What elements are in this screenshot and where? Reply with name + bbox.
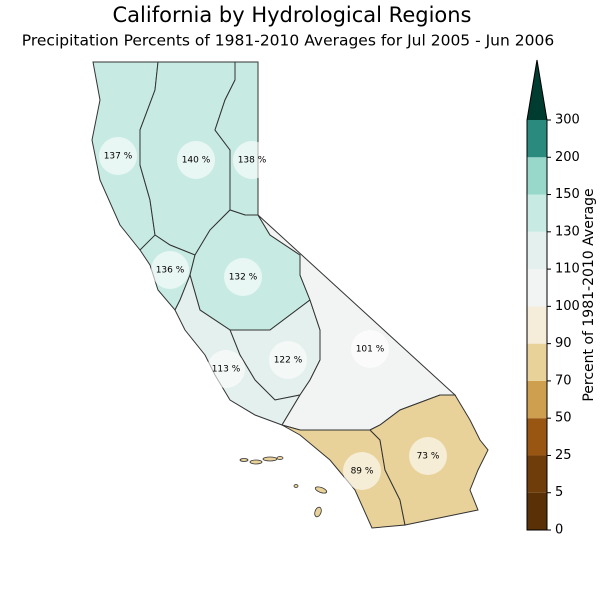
colorbar-tick-label: 50 <box>555 411 572 426</box>
label-halo <box>151 251 189 289</box>
region-value-label: 140 % <box>182 156 211 166</box>
colorbar-segment <box>527 306 547 344</box>
colorbar-extend <box>527 60 547 120</box>
colorbar-segment <box>527 492 547 530</box>
label-halo <box>233 141 271 179</box>
colorbar-tick-label: 110 <box>555 262 580 277</box>
colorbar-segment <box>527 418 547 456</box>
colorbar-tick-label: 130 <box>555 224 580 239</box>
islands <box>239 456 328 518</box>
label-halo <box>343 452 381 490</box>
title: California by Hydrological Regions <box>113 3 472 27</box>
colorbar-segment <box>527 380 547 419</box>
colorbar-outline <box>526 59 548 531</box>
colorbar-segment <box>527 157 547 195</box>
region-value-label: 89 % <box>351 467 374 477</box>
colorbar-tick-label: 5 <box>555 485 563 500</box>
colorbar-segment <box>527 231 547 270</box>
region-value-label: 132 % <box>229 273 258 283</box>
colorbar-tick-label: 70 <box>555 373 572 388</box>
label-halo <box>224 258 262 296</box>
colorbar-tick-label: 150 <box>555 187 580 202</box>
subtitle: Precipitation Percents of 1981-2010 Aver… <box>22 32 554 50</box>
region-value-label: 136 % <box>156 266 185 276</box>
colorbar-tick-label: 90 <box>555 336 572 351</box>
colorbar-segment <box>527 455 547 493</box>
colorbar-label: Percent of 1981-2010 Average <box>581 188 597 401</box>
label-halo <box>177 141 215 179</box>
region-value-label: 137 % <box>104 152 133 162</box>
colorbar-segment <box>527 343 547 381</box>
colorbar-segment <box>527 194 547 232</box>
label-halo <box>351 330 389 368</box>
colorbar-tick-label: 25 <box>555 448 572 463</box>
colorbar-segment <box>527 269 547 307</box>
colorbar-tick-label: 300 <box>555 113 580 128</box>
colorbar-tick-label: 100 <box>555 299 580 314</box>
colorbar-segment <box>527 120 547 158</box>
region-value-label: 73 % <box>417 452 440 462</box>
region-value-label: 101 % <box>356 345 385 355</box>
label-halo <box>409 437 447 475</box>
region-value-label: 113 % <box>212 365 241 375</box>
colorbar-tick-label: 0 <box>555 523 563 538</box>
region-value-label: 122 % <box>274 356 303 366</box>
label-halo <box>99 137 137 175</box>
label-halo <box>207 350 245 388</box>
label-halo <box>269 341 307 379</box>
colorbar-tick-label: 200 <box>555 150 580 165</box>
region-value-label: 138 % <box>238 156 267 166</box>
